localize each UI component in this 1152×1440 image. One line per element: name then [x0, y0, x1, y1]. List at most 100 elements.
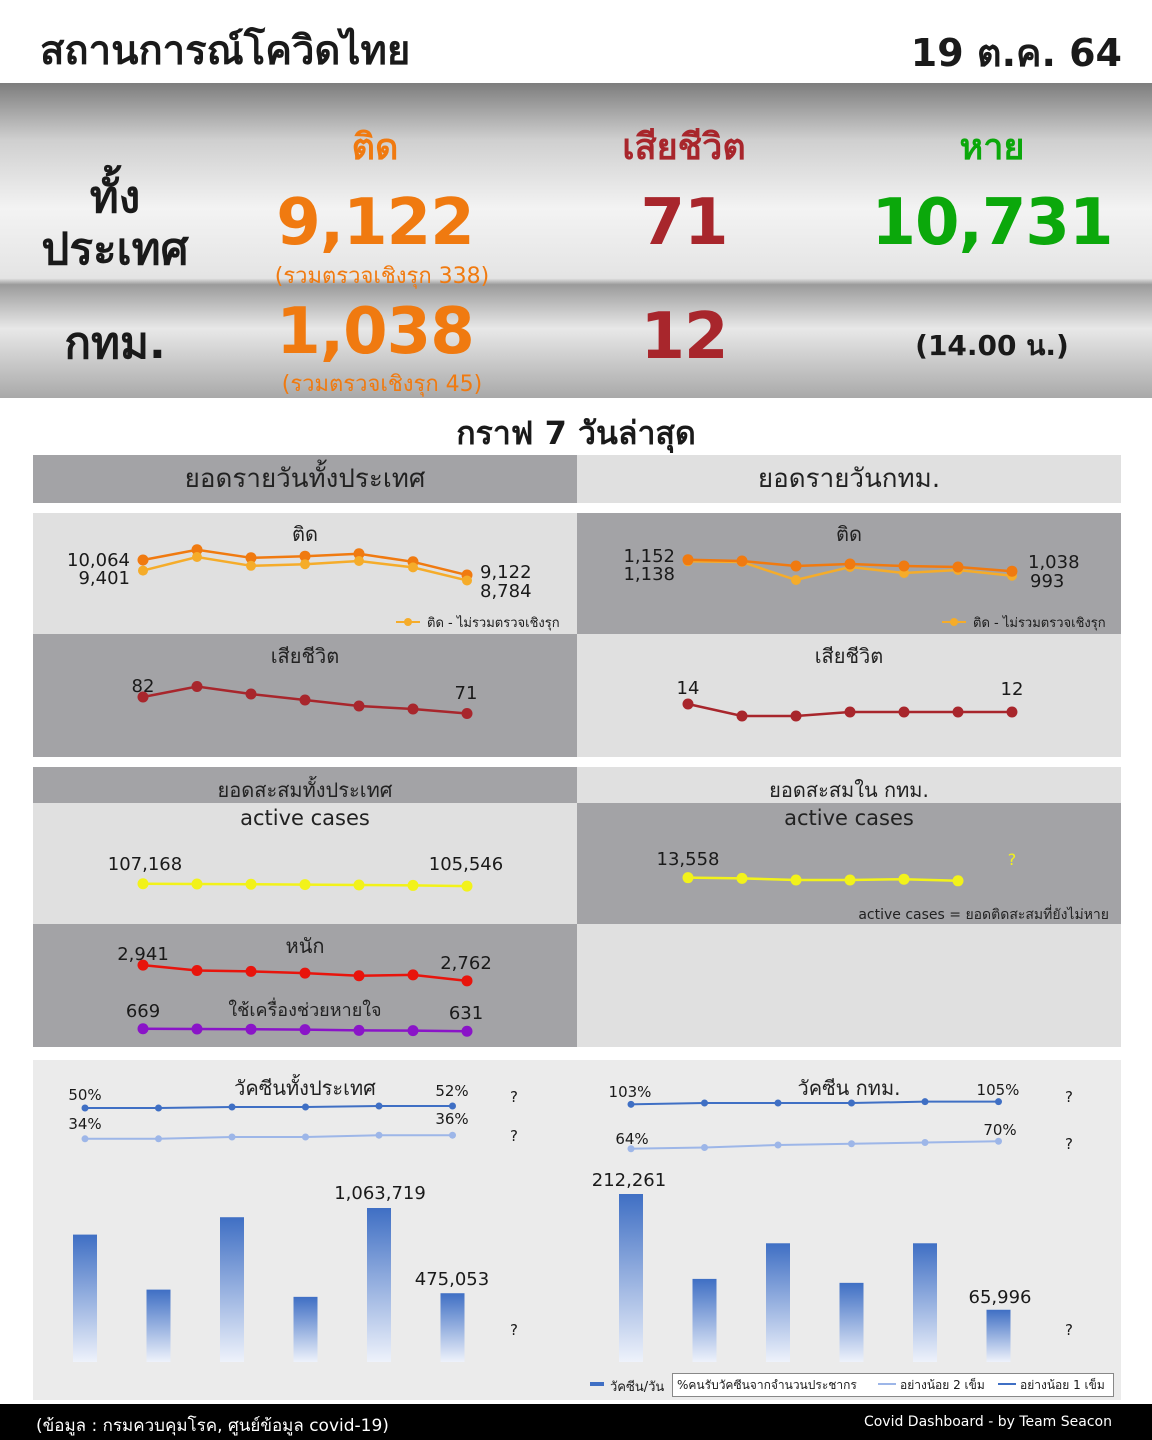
label-ci-first-a: 10,064: [67, 550, 130, 571]
country-deaths-point: [137, 691, 149, 703]
vaccine-country-pct1-point: [449, 1102, 456, 1110]
bkk-deaths-point: [1006, 706, 1018, 718]
bkk-deaths-point: [952, 706, 964, 718]
vaccine-bkk-pct1-point: [848, 1099, 855, 1107]
vaccine-bkk-pct2-point: [921, 1139, 929, 1146]
label-vc-p2-last: 36%: [435, 1110, 468, 1128]
vaccine-bkk-pct2-point: [995, 1137, 1002, 1145]
vaccine-country-pct1-point: [375, 1102, 383, 1110]
vaccine-country-pct2-point: [228, 1133, 236, 1141]
bkk-infected-point: [736, 555, 748, 567]
bkk-active-line: [687, 876, 959, 883]
q-vb-3: ?: [1065, 1321, 1073, 1339]
country-deaths-point: [407, 703, 419, 715]
label-bi-first-a: 1,152: [623, 546, 675, 567]
country-infected-value: 9,122: [276, 186, 474, 260]
legend-pct: %คนรับวัคซีนจากจำนวนประชากร: [677, 1378, 857, 1392]
bkk-infected-point: [1006, 565, 1018, 577]
legend-box: [672, 1373, 1114, 1397]
header-cum-bkk-bg: [577, 767, 1121, 803]
label-ba-first: 13,558: [657, 849, 720, 870]
q-vc-3: ?: [510, 1321, 518, 1339]
bkk-deaths-value: 12: [640, 300, 728, 374]
title-country-infected: ติด: [292, 522, 318, 546]
bkk-time-note: (14.00 น.): [915, 329, 1069, 362]
country-infected-noactive-point: [138, 565, 148, 576]
label-vc-p1-last: 52%: [435, 1082, 468, 1100]
country-active-point: [191, 878, 203, 890]
label-vb-bar-max: 212,261: [592, 1170, 666, 1191]
bkk-active-point: [790, 874, 802, 886]
legend-daily: วัคซีน/วัน: [610, 1380, 665, 1395]
label-vb-p2-last: 70%: [983, 1121, 1016, 1139]
country-infected-point: [299, 550, 311, 562]
vaccine-country-pct1-point: [302, 1103, 309, 1111]
vaccine-bkk-pct1-point: [627, 1100, 635, 1108]
label-cd-first: 82: [132, 676, 155, 697]
vaccine-bkk-bar: [766, 1243, 790, 1362]
header-daily-bkk: ยอดรายวันกทม.: [577, 455, 1121, 503]
country-ventilator-point: [137, 1023, 149, 1035]
title-severe: หนัก: [285, 934, 325, 958]
country-recovered-value: 10,731: [871, 186, 1114, 260]
bkk-active-point: [952, 875, 964, 887]
page-title: สถานการณ์โควิดไทย: [40, 28, 411, 74]
row-bkk-label: กทม.: [64, 318, 166, 369]
legend-dot: [404, 618, 412, 626]
country-active-point: [299, 879, 311, 891]
country-ventilator-point: [461, 1025, 473, 1037]
q-vb-1: ?: [1065, 1088, 1073, 1106]
bkk-infected-value: 1,038: [276, 295, 474, 369]
vaccine-country-bar: [146, 1289, 171, 1362]
title-bkk-deaths: เสียชีวิต: [814, 644, 884, 668]
vaccine-bkk-bar: [839, 1282, 864, 1362]
row-country-label: ทั้ง ประเทศ: [41, 172, 189, 275]
col-recovered-header: หาย: [959, 127, 1025, 168]
legend-at-least-1: อย่างน้อย 1 เข็ม: [1020, 1378, 1105, 1392]
vaccine-country-bar: [73, 1234, 97, 1362]
vaccine-country-pct1-point: [81, 1104, 89, 1112]
bkk-deaths-point: [790, 710, 802, 722]
header-daily-country: ยอดรายวันทั้งประเทศ: [33, 455, 577, 503]
vaccine-bkk-pct2-point: [774, 1141, 782, 1149]
country-ventilator-point: [245, 1023, 257, 1035]
country-ventilator-point: [299, 1024, 311, 1036]
country-infected-noactive-point: [192, 552, 202, 562]
label-vb-p1-last: 105%: [977, 1081, 1020, 1099]
country-severe-point: [353, 970, 365, 982]
vaccine-bkk-pct2-point: [848, 1140, 855, 1148]
country-infected-point: [137, 554, 149, 566]
title-vaccine-bkk: วัคซีน กทม.: [797, 1076, 901, 1100]
country-severe-point: [299, 967, 311, 979]
footer-source: (ข้อมูล : กรมควบคุมโรค, ศูนย์ข้อมูล covi…: [36, 1416, 389, 1436]
footer-credit: Covid Dashboard - by Team Seacon: [863, 1414, 1112, 1430]
label-vb-p2-first: 64%: [615, 1130, 648, 1148]
summary-stats: [0, 83, 1152, 398]
vaccine-country-pct2-point: [302, 1133, 309, 1141]
legend-noactive-bkk: ติด - ไม่รวมตรวจเชิงรุก: [973, 615, 1106, 631]
country-deaths-point: [353, 700, 365, 712]
title-country-deaths: เสียชีวิต: [270, 644, 340, 668]
country-active-point: [353, 879, 365, 891]
col-deaths-header: เสียชีวิต: [622, 127, 746, 168]
label-ca-first: 107,168: [108, 854, 182, 875]
country-ventilator-point: [353, 1024, 365, 1036]
bkk-active-point: [736, 872, 748, 884]
q-vc-2: ?: [510, 1127, 518, 1145]
vaccine-country-pct2-line: [85, 1134, 453, 1140]
country-active-point: [461, 880, 473, 892]
vaccine-bkk-pct2-line: [630, 1140, 999, 1150]
title-vaccine-country: วัคซีนทั้งประเทศ: [234, 1076, 376, 1100]
country-infected-noactive-point: [354, 556, 364, 566]
header-cum-bkk: ยอดสะสมใน กทม.: [769, 778, 929, 802]
header-cum-country: ยอดสะสมทั้งประเทศ: [217, 778, 393, 802]
country-infected-point: [245, 552, 257, 564]
country-active-point: [407, 879, 419, 891]
bkk-infected-point: [844, 558, 856, 570]
country-deaths-point: [299, 694, 311, 706]
vaccine-bkk-pct1-point: [774, 1099, 782, 1107]
legend-1-swatch: [998, 1383, 1016, 1385]
label-bi-first-b: 1,138: [623, 564, 675, 585]
country-infected-point: [191, 544, 203, 556]
